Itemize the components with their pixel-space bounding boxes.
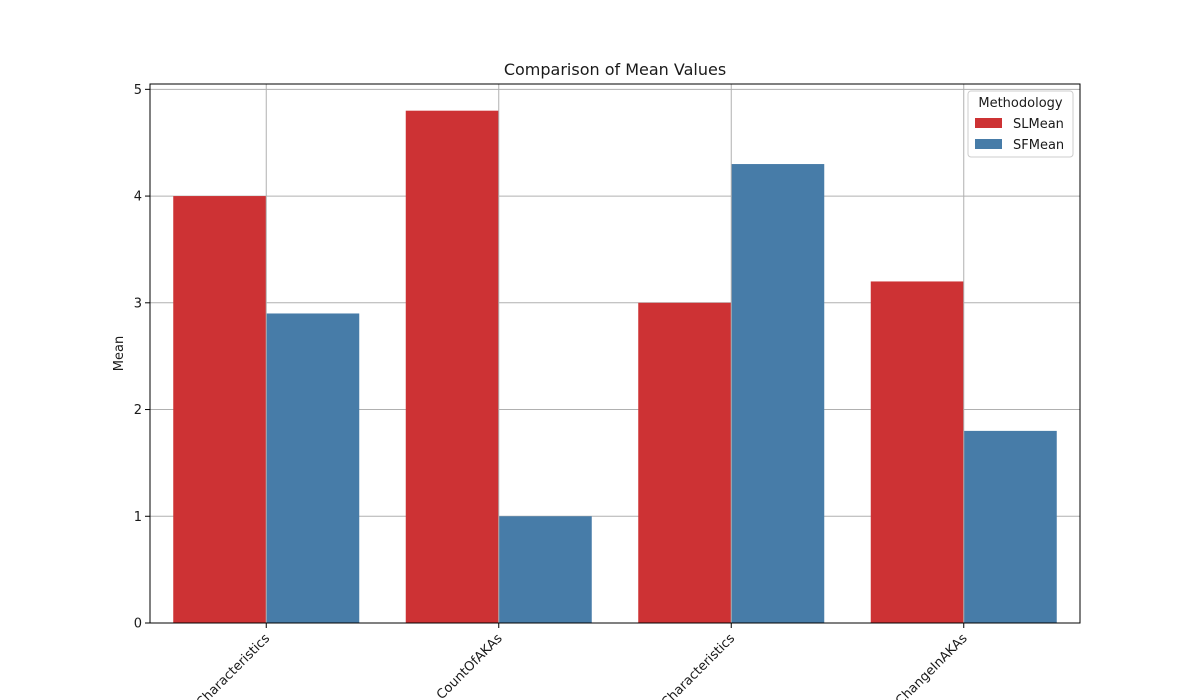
legend-title: Methodology [978,96,1063,111]
plot-area-frame [149,83,1081,624]
legend: Methodology SLMean SFMean [967,90,1074,158]
bar-slmean-0 [173,196,267,623]
bars [173,110,1057,623]
legend-swatch-sfmean [975,139,1002,149]
y-tick-label: 4 [134,190,142,205]
y-axis: 0 1 2 3 4 5 [134,83,150,632]
bar-slmean-2 [638,302,732,623]
legend-label-sfmean: SFMean [1013,138,1064,153]
bar-slmean-1 [405,110,499,623]
y-axis-title: Mean [112,336,127,371]
bar-sfmean-1 [498,516,592,623]
legend-swatch-slmean [975,118,1002,128]
x-tick-label: CountOfAKAs [434,631,506,700]
x-axis: Characteristics CountOfAKAs Characteristic… [194,623,971,700]
y-tick-label: 5 [134,83,142,98]
y-tick-label: 1 [134,510,142,525]
x-tick-label: ChangeInAKAs [893,631,971,700]
chart-title: Comparison of Mean Values [504,60,726,79]
bar-sfmean-3 [963,430,1057,623]
bar-slmean-3 [870,281,964,623]
legend-label-slmean: SLMean [1013,117,1064,132]
x-tick-label: Characteristics [659,631,738,700]
y-tick-label: 0 [134,617,142,632]
y-tick-label: 2 [134,403,142,418]
bar-sfmean-0 [266,313,360,623]
x-tick-label: Characteristics [194,631,273,700]
y-tick-label: 3 [134,296,142,311]
bar-sfmean-2 [731,164,825,623]
x-grid-lines [265,84,965,623]
